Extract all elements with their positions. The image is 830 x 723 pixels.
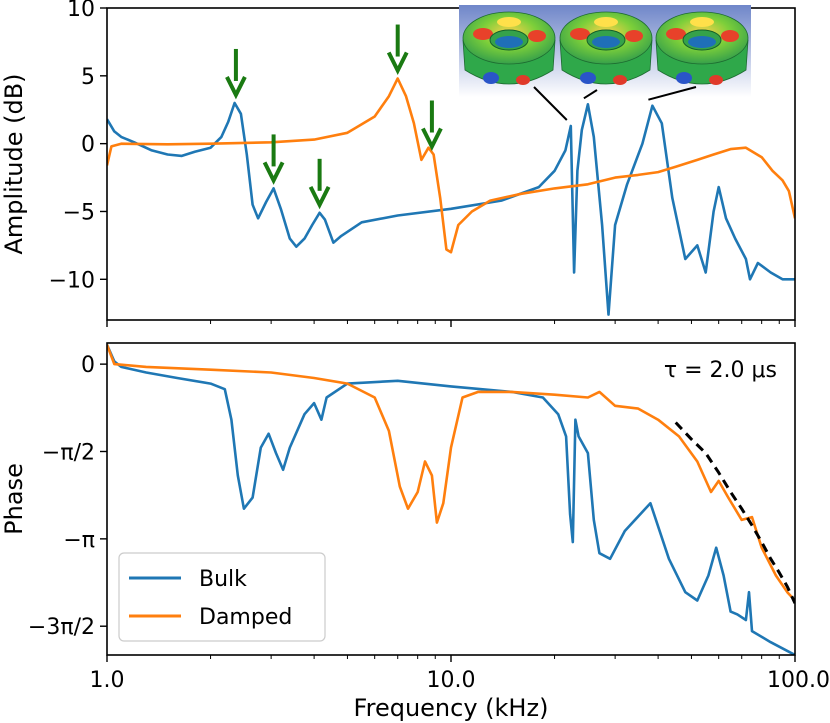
amplitude-ytick-label: 0: [81, 133, 95, 158]
amplitude-ylabel: Amplitude (dB): [0, 73, 28, 254]
amplitude-ytick-label: −5: [63, 200, 95, 225]
phase-panel: 0 −π/2 −π −3π/2 1.0 10.0 100.0 Phase Frequency (…: [0, 342, 830, 722]
peak-arrow-icon: [421, 100, 443, 151]
legend-label-bulk: Bulk: [199, 567, 247, 592]
phase-xtick-label: 1.0: [90, 668, 125, 693]
legend: Bulk Damped: [118, 552, 326, 642]
peak-arrow-icon: [308, 158, 331, 210]
phase-ytick-label: 0: [81, 353, 95, 378]
phase-ytick-label: −π/2: [42, 440, 95, 465]
peak-arrow-icon: [262, 134, 285, 185]
amplitude-ytick-label: 10: [67, 0, 95, 22]
phase-ytick-label: −3π/2: [28, 615, 95, 640]
peak-arrow-icon: [225, 48, 247, 100]
phase-ylabel: Phase: [0, 463, 28, 535]
phase-xtick-label: 10.0: [427, 668, 476, 693]
phase-series-damped-line: [107, 344, 795, 602]
mode-pointer-line: [533, 86, 568, 121]
legend-label-damped: Damped: [199, 605, 292, 630]
amplitude-panel: 10 5 0 −5 −10 Amplitude (dB): [0, 0, 796, 327]
mode-pointer-line: [583, 89, 598, 100]
amplitude-ytick-label: −10: [49, 268, 95, 293]
phase-xtick-label: 100.0: [767, 668, 830, 693]
tau-annotation: τ = 2.0 μs: [664, 358, 777, 383]
mode-shape-1-icon: [462, 11, 556, 85]
amplitude-series-bulk-line: [107, 101, 795, 316]
amplitude-series-damped-line: [107, 77, 795, 254]
peak-arrow-icon: [386, 24, 409, 76]
mode-pointer-line: [648, 86, 697, 101]
phase-ytick-label: −π: [63, 528, 95, 553]
phase-series-model-fit-line: [674, 421, 795, 604]
phase-series-bulk-line: [107, 344, 795, 655]
mode-shape-3-icon: [655, 11, 749, 85]
xlabel: Frequency (kHz): [354, 694, 549, 722]
mode-shape-inset: [459, 5, 751, 121]
amplitude-ytick-label: 5: [81, 65, 95, 90]
mode-shape-2-icon: [559, 11, 653, 85]
